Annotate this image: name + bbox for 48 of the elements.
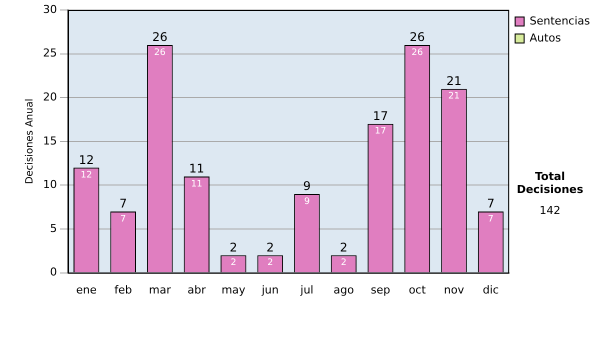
x-tick-label: ago	[333, 283, 354, 296]
y-tick-label: 0	[50, 266, 57, 279]
total-label: 2	[230, 240, 238, 254]
total-label: 11	[189, 162, 204, 176]
data-label: 21	[448, 92, 460, 102]
data-label: 11	[190, 179, 202, 190]
text: Total Decisiones	[516, 170, 584, 196]
x-tick-label: mar	[148, 283, 172, 296]
y-tick-label: 30	[42, 2, 57, 16]
y-tick-label: 15	[42, 134, 57, 148]
data-label: 2	[230, 258, 236, 268]
data-label: 26	[412, 48, 424, 58]
total-label: 9	[303, 179, 311, 194]
data-label: 26	[154, 48, 166, 58]
x-tick-label: may	[221, 283, 246, 296]
data-label: 7	[488, 214, 494, 224]
x-tick-label: jul	[299, 283, 314, 296]
total-label: 26	[410, 30, 425, 44]
x-tick-label: nov	[444, 283, 465, 296]
total-label: 21	[446, 74, 462, 88]
y-tick-label: 20	[42, 90, 57, 104]
data-label: 9	[304, 196, 310, 207]
data-label: 2	[267, 258, 274, 268]
total-label: 2	[340, 240, 348, 254]
total-label: 7	[486, 196, 495, 211]
x-tick-label: abr	[188, 283, 206, 296]
y-tick-label: 25	[42, 46, 57, 60]
total-label: 12	[78, 152, 94, 167]
x-tick-label: feb	[114, 283, 132, 296]
total-label: 26	[152, 30, 168, 44]
x-tick-label: ene	[76, 283, 97, 296]
total-label: 2	[266, 240, 274, 254]
text: 142	[538, 204, 562, 217]
y-tick-label: 5	[50, 222, 57, 235]
x-tick-label: dic	[482, 283, 499, 296]
data-label: 7	[120, 214, 126, 224]
legend-label: Sentencias	[530, 14, 590, 28]
x-tick-label: sep	[370, 283, 390, 296]
total-label: 17	[372, 109, 388, 124]
data-label: 17	[374, 126, 386, 137]
y-axis-title: Decisiones Anual	[24, 98, 36, 184]
y-tick-label: 10	[42, 178, 57, 192]
legend-label: Autos	[530, 31, 562, 44]
x-tick-label: jun	[260, 283, 279, 296]
data-label: 12	[80, 170, 92, 181]
x-tick-label: oct	[408, 283, 426, 296]
total-label: 7	[119, 196, 127, 211]
data-label: 2	[340, 258, 347, 268]
